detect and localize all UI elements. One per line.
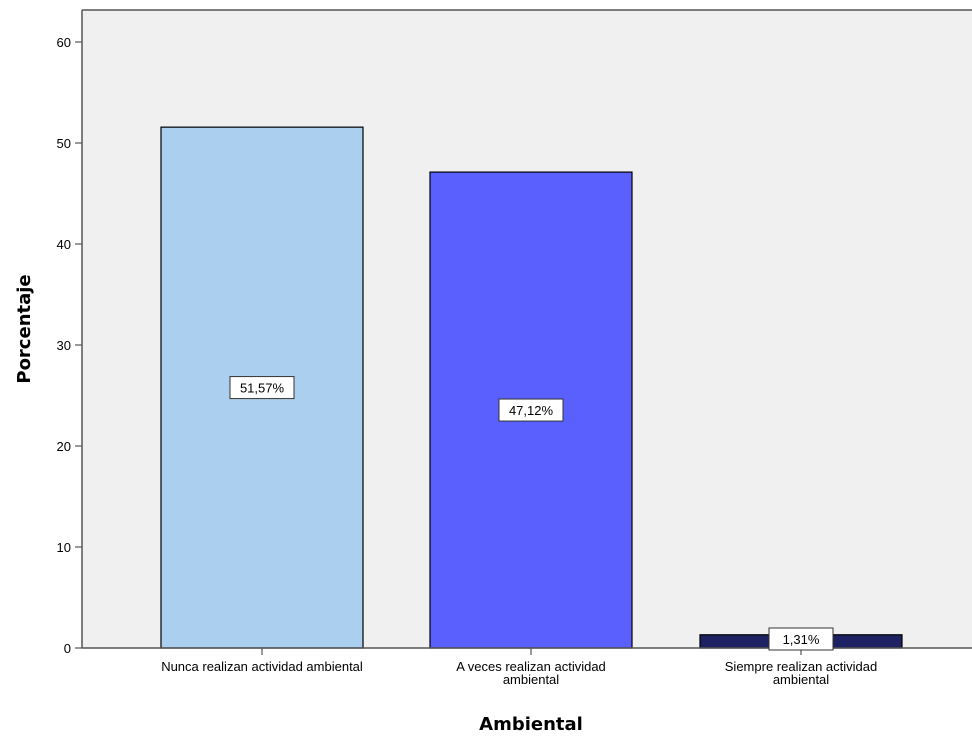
x-tick-label: ambiental	[503, 672, 559, 687]
y-tick-label: 10	[57, 540, 71, 555]
x-axis-title: Ambiental	[479, 714, 583, 735]
data-label-1: 51,57%	[229, 376, 295, 400]
y-tick-label: 50	[57, 136, 71, 151]
data-labels-group: 51,57% 47,12% 1,31%	[229, 376, 834, 651]
y-tick-label: 0	[64, 641, 71, 656]
data-label-2: 47,12%	[498, 398, 564, 422]
data-label-text: 1,31%	[783, 632, 820, 647]
data-label-text: 47,12%	[509, 403, 554, 418]
y-axis-title: Porcentaje	[14, 274, 35, 383]
y-tick-label: 40	[57, 237, 71, 252]
data-label-text: 51,57%	[240, 381, 285, 396]
x-tick-label: A veces realizan actividad	[456, 659, 606, 674]
y-tick-label: 30	[57, 338, 71, 353]
data-label-box	[768, 627, 834, 651]
y-tick-label: 60	[57, 35, 71, 50]
x-tick-label: ambiental	[773, 672, 829, 687]
data-label-box	[498, 398, 564, 422]
x-tick-label: Nunca realizan actividad ambiental	[161, 659, 363, 674]
y-tick-label: 20	[57, 439, 71, 454]
data-label-box	[229, 376, 295, 400]
data-label-3: 1,31%	[768, 627, 834, 651]
x-tick-label: Siempre realizan actividad	[725, 659, 877, 674]
